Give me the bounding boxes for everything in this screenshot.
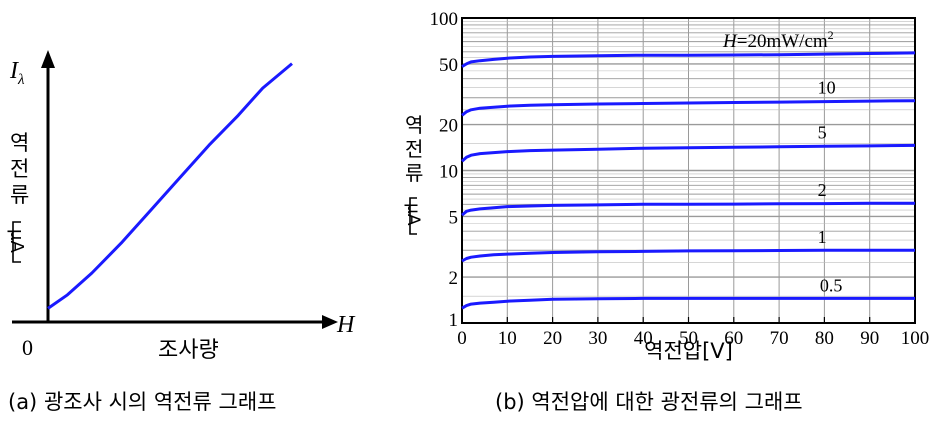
x-tick-label: 40: [634, 328, 653, 349]
panel-a-caption-text: 광조사 시의 역전류 그래프: [43, 390, 277, 414]
y-tick-label: 5: [449, 207, 459, 228]
series-label: 10: [818, 78, 836, 98]
x-tick-label: 80: [815, 328, 834, 349]
panel-b-caption: (b) 역전압에 대한 광전류의 그래프: [495, 386, 803, 416]
series-line: [47, 62, 293, 310]
x-tick-label: 70: [770, 328, 789, 349]
y-axis-unit: μA: [403, 203, 423, 226]
y-tick-label: 20: [439, 116, 458, 137]
y-tick-label: 1: [449, 310, 459, 331]
x-tick-label: 0: [457, 328, 467, 349]
y-tick-label: 2: [449, 268, 459, 289]
x-tick-label: 60: [724, 328, 743, 349]
x-axis-label: 조사량: [158, 338, 219, 363]
series-group: [461, 51, 916, 310]
origin-label: 0: [22, 335, 33, 360]
series-line-5: [461, 296, 915, 310]
y-axis-label-char: 역: [405, 113, 423, 137]
x-tick-label: 10: [498, 328, 517, 349]
panel-a-label: (a): [8, 390, 38, 414]
series-line-2: [461, 143, 916, 163]
panel-b-label: (b): [495, 390, 525, 414]
x-tick-label: 30: [588, 328, 607, 349]
y-unit-bracket: [12, 221, 21, 263]
series-label: 2: [818, 180, 827, 200]
x-tick-label: 20: [543, 328, 562, 349]
legend-symbol: H: [722, 31, 738, 52]
panel-a-caption: (a) 광조사 시의 역전류 그래프: [8, 386, 277, 416]
y-axis-label-char: 역: [10, 131, 29, 155]
x-tick-label: 100: [901, 328, 930, 349]
y-axis-label-char: 류: [10, 183, 29, 207]
y-axis-label-char: 류: [405, 161, 423, 185]
x-tick-label: 90: [860, 328, 879, 349]
series-label: 0.5: [820, 275, 843, 295]
y-unit-bracket: [409, 197, 417, 235]
panel-b-caption-text: 역전압에 대한 광전류의 그래프: [531, 390, 803, 414]
series-label: 5: [818, 122, 827, 142]
series-line-0: [461, 51, 916, 68]
x-tick-label: 50: [679, 328, 698, 349]
grid-lines: [462, 18, 915, 323]
series-label-top: H=20mW/cm2: [722, 28, 834, 52]
series-line-4: [461, 248, 915, 263]
legend-superscript: 2: [828, 28, 834, 42]
legend-text: =20mW/cm: [737, 31, 828, 52]
x-axis-arrowhead: [322, 315, 338, 329]
series-line-3: [461, 201, 915, 217]
y-tick-label: 10: [439, 162, 458, 183]
series-label: 1: [818, 227, 827, 247]
y-axis-arrowhead: [41, 50, 55, 68]
panel-a-chart: 0 Iλ 역전류 μA H 조사량: [6, 50, 356, 363]
y-axis-symbol-subscript: λ: [17, 72, 25, 88]
x-axis-label: 역전압[V]: [644, 339, 733, 363]
y-tick-label: 100: [430, 9, 459, 30]
y-tick-label: 50: [439, 55, 458, 76]
y-axis-symbol: Iλ: [9, 58, 25, 88]
x-axis-symbol: H: [336, 312, 356, 338]
y-axis-label-char: 전: [10, 157, 29, 181]
y-axis-label-char: 전: [405, 137, 423, 161]
y-axis-unit: μA: [6, 229, 27, 253]
series-line-1: [461, 99, 916, 117]
panel-b-chart: 0 10 20 30 40 50 60 70 80 90 100 1 2 5 10 20 50 100 역전압[V]…: [403, 9, 929, 363]
